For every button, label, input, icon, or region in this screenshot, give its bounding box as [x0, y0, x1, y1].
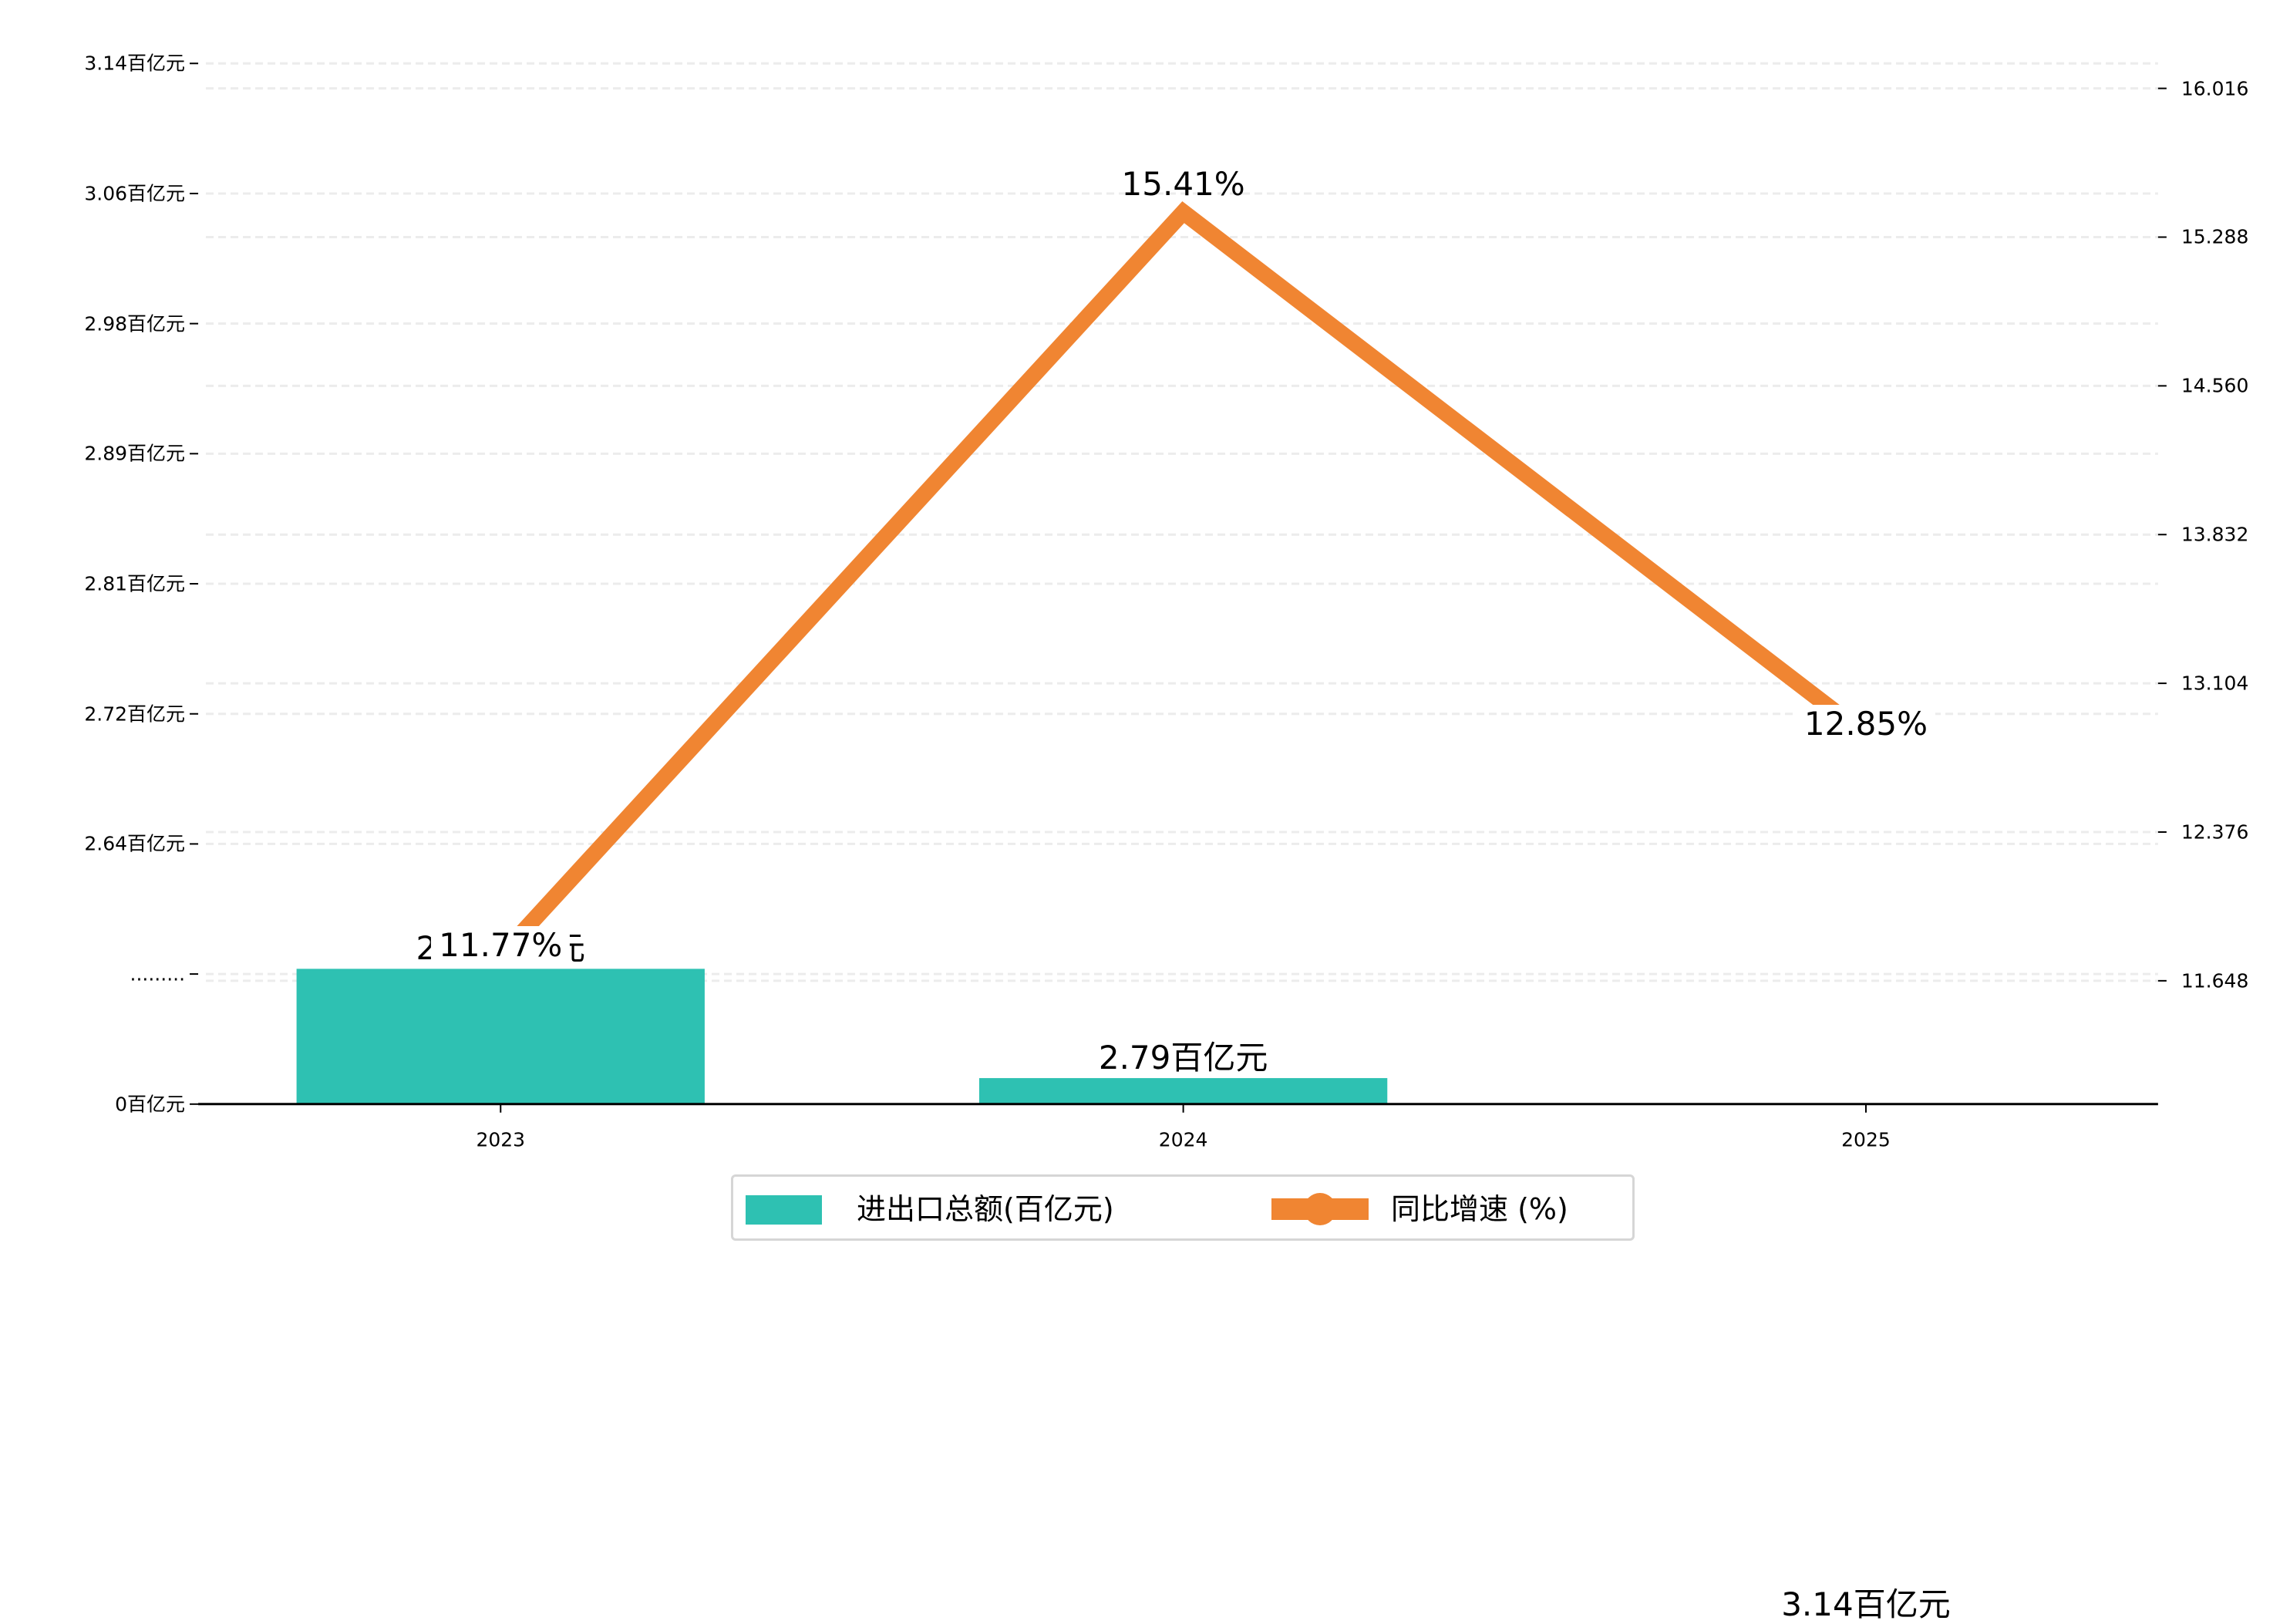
growth-value-label: 12.85%: [1796, 705, 1936, 744]
growth-value-label: 11.77%: [431, 925, 571, 965]
growth-value-label: 15.41%: [1121, 165, 1245, 204]
left-tick-label: 2.89百亿元: [84, 442, 186, 465]
right-tick-label: 14.560: [2181, 374, 2249, 397]
legend-line-label: 同比增速 (%): [1391, 1192, 1568, 1226]
legend-line-marker: [1304, 1193, 1336, 1225]
left-tick-label: 3.06百亿元: [84, 182, 186, 205]
bar-value-label: 3.14百亿元: [1773, 1585, 1958, 1624]
left-tick-label: .........: [130, 962, 186, 986]
legend-bar-label: 进出口总额(百亿元): [857, 1192, 1114, 1226]
right-tick-label: 12.376: [2181, 820, 2249, 844]
bars: [296, 969, 1388, 1104]
left-tick-label: 2.98百亿元: [84, 312, 186, 335]
x-tick-label: 2024: [1158, 1128, 1208, 1151]
right-tick-label: 16.016: [2181, 77, 2249, 100]
right-tick-label: 13.832: [2181, 523, 2249, 546]
right-tick-label: 15.288: [2181, 225, 2249, 248]
right-tick-label: 13.104: [2181, 672, 2249, 695]
legend: 进出口总额(百亿元) 同比增速 (%): [731, 1174, 1635, 1241]
left-tick-label: 3.14百亿元: [84, 52, 186, 75]
left-tick-label: 2.64百亿元: [84, 832, 186, 855]
right-tick-label: 11.648: [2181, 969, 2249, 992]
axes: [190, 62, 2167, 1113]
bar-2023: [296, 969, 705, 1104]
bar-value-label: 2.79百亿元: [1090, 1039, 1276, 1078]
growth-line: [494, 200, 1871, 962]
x-tick-label: 2023: [476, 1128, 526, 1151]
bar-2024: [978, 1078, 1388, 1104]
left-tick-label: 0百亿元: [115, 1093, 186, 1116]
left-tick-label: 2.72百亿元: [84, 702, 186, 726]
chart: 0百亿元......... 2.64百亿元 2.72百亿元 2.81百亿元 2.89百亿…: [84, 52, 2249, 1621]
x-tick-label: 2025: [1841, 1128, 1891, 1151]
legend-bar-swatch: [746, 1195, 822, 1225]
growth-line-path: [494, 200, 1871, 962]
chart-shapes: [190, 62, 2167, 1113]
left-tick-label: 2.81百亿元: [84, 572, 186, 595]
